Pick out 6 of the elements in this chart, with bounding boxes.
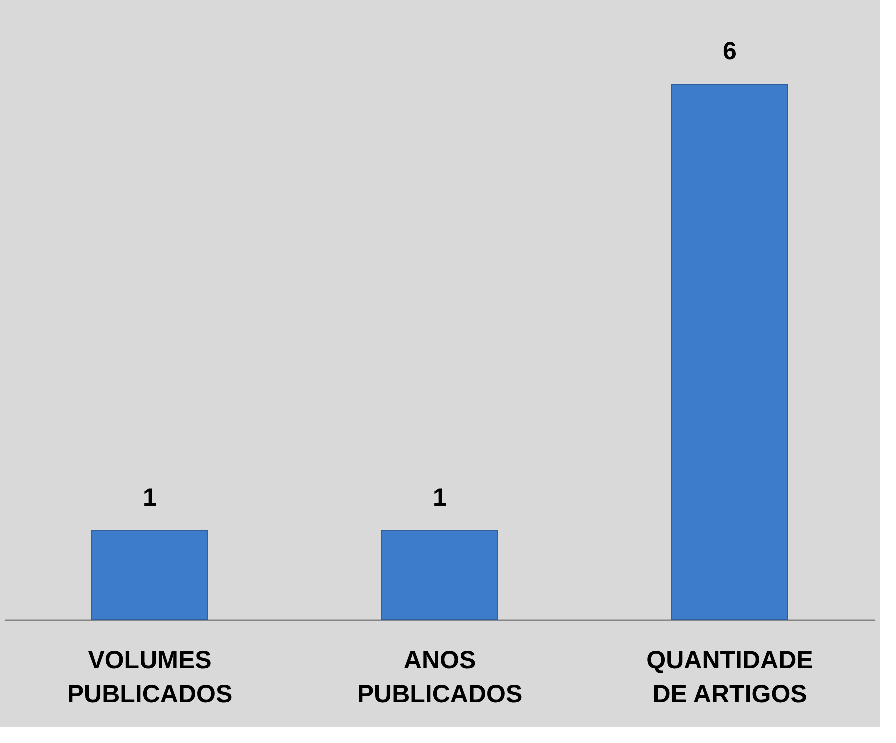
data-label: 1 [143, 484, 158, 512]
data-label: 1 [433, 484, 448, 512]
x-tick-label: ANOS PUBLICADOS [357, 646, 523, 708]
x-tick-label: QUANTIDADE DE ARTIGOS [646, 646, 814, 708]
data-label: 6 [723, 38, 737, 66]
x-tick-label: VOLUMES PUBLICADOS [67, 646, 233, 708]
